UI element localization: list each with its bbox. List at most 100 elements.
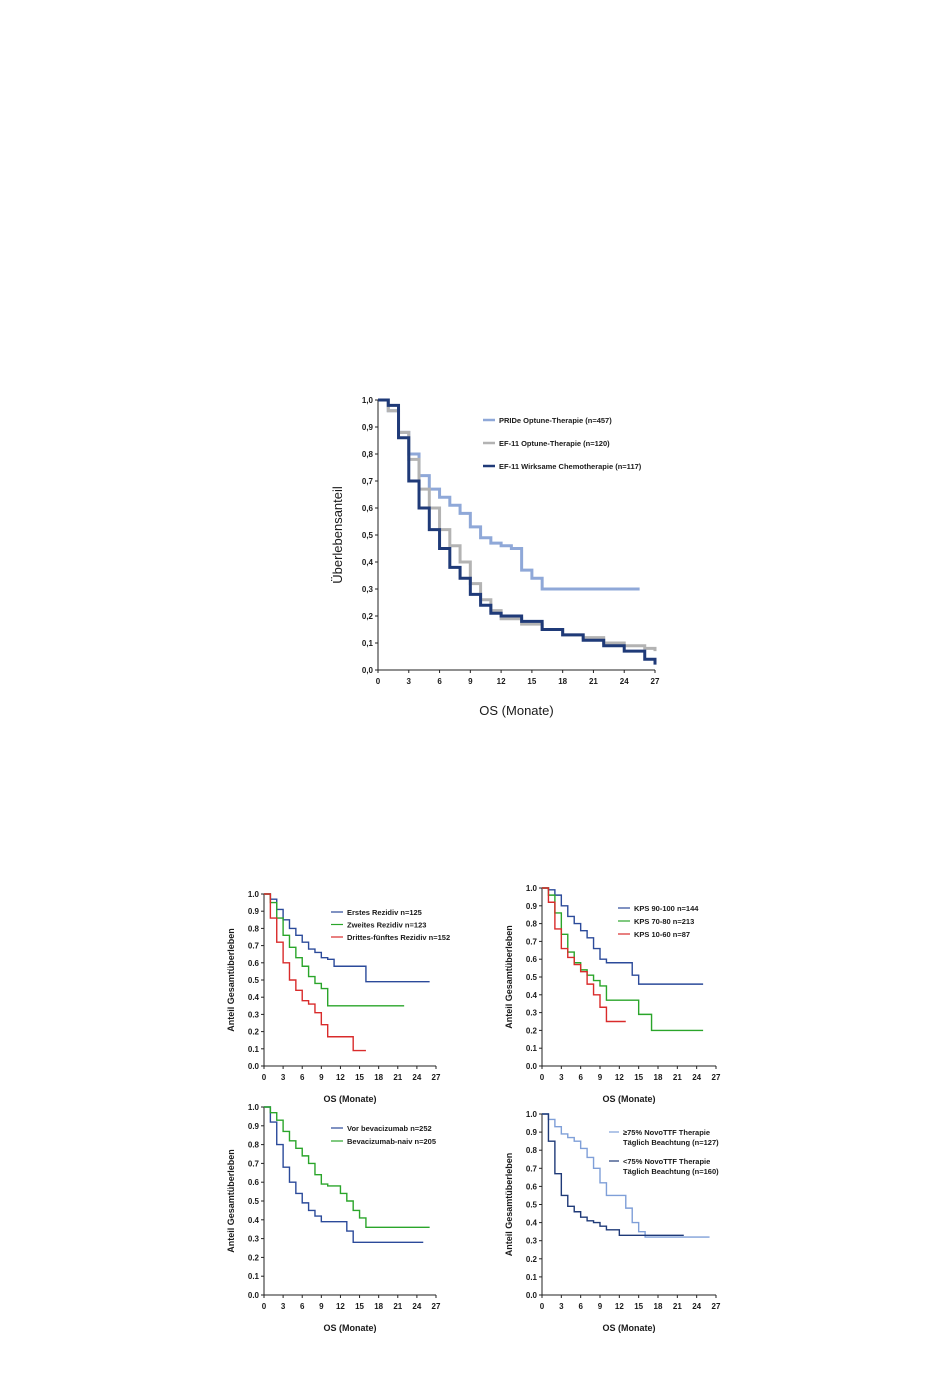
legend-label: KPS 70-80 n=213: [634, 917, 694, 926]
x-tick-label: 9: [468, 677, 473, 686]
y-tick-label: 0.6: [248, 959, 260, 968]
x-tick-label: 3: [281, 1302, 286, 1311]
x-tick-label: 24: [620, 677, 629, 686]
legend-label: Vor bevacizumab n=252: [347, 1124, 432, 1133]
x-tick-label: 15: [527, 677, 536, 686]
x-tick-label: 9: [598, 1302, 603, 1311]
y-tick-label: 0.7: [526, 937, 538, 946]
y-tick-label: 0.9: [248, 907, 260, 916]
x-tick-label: 21: [673, 1073, 682, 1082]
series-line-2: [264, 893, 405, 1007]
y-tick-label: 0.1: [526, 1044, 538, 1053]
series-line-1: [542, 887, 704, 985]
y-tick-label: 1.0: [248, 1103, 260, 1112]
y-axis-title: Anteil Gesamtüberleben: [226, 928, 236, 1032]
y-tick-label: 0,3: [362, 585, 374, 594]
x-tick-label: 24: [692, 1302, 701, 1311]
x-axis-title: OS (Monate): [603, 1323, 656, 1333]
y-tick-label: 0.6: [526, 1182, 538, 1191]
y-tick-label: 0.9: [248, 1122, 260, 1131]
y-axis-title: Anteil Gesamtüberleben: [504, 925, 514, 1029]
series-line-2: [378, 398, 657, 652]
y-tick-label: 0,2: [362, 612, 374, 621]
y-tick-label: 0.2: [526, 1026, 538, 1035]
x-tick-label: 15: [355, 1073, 364, 1082]
x-tick-label: 12: [615, 1302, 624, 1311]
y-tick-label: 0,9: [362, 423, 374, 432]
x-tick-label: 6: [578, 1302, 583, 1311]
y-tick-label: 0.6: [248, 1178, 260, 1187]
y-tick-label: 0.5: [526, 1201, 538, 1210]
x-tick-label: 9: [319, 1302, 324, 1311]
legend-label: ≥75% NovoTTF Therapie Täglich Beachtung (…: [623, 1128, 719, 1147]
x-tick-label: 3: [559, 1302, 564, 1311]
x-axis-title: OS (Monate): [603, 1094, 656, 1104]
y-tick-label: 0.3: [248, 1010, 260, 1019]
y-tick-label: 0,4: [362, 558, 374, 567]
series-line-3: [378, 398, 657, 665]
y-tick-label: 0.5: [248, 976, 260, 985]
x-tick-label: 0: [540, 1302, 545, 1311]
legend-label: PRIDe Optune-Therapie (n=457): [499, 416, 612, 425]
y-tick-label: 0.0: [526, 1291, 538, 1300]
legend-label: Erstes Rezidiv n=125: [347, 908, 422, 917]
y-tick-label: 0,7: [362, 477, 374, 486]
recurrence-survival-chart: 0.0 0.1 0.2 0.3 0.4 0.5 0.6 0.7 0.8 0.9 1.0 0 3 6 9 12 1…: [226, 890, 450, 1104]
x-tick-label: 18: [654, 1073, 663, 1082]
x-axis-title: OS (Monate): [324, 1094, 377, 1104]
x-tick-label: 27: [432, 1073, 441, 1082]
x-tick-label: 27: [651, 677, 660, 686]
y-tick-label: 0.1: [526, 1273, 538, 1282]
y-tick-label: 0,1: [362, 639, 374, 648]
x-tick-label: 0: [376, 677, 381, 686]
legend-label: Drittes-fünftes Rezidiv n=152: [347, 933, 450, 942]
y-tick-label: 0.3: [526, 1009, 538, 1018]
x-tick-label: 18: [654, 1302, 663, 1311]
y-tick-label: 1.0: [248, 890, 260, 899]
legend-label: EF-11 Optune-Therapie (n=120): [499, 439, 610, 448]
y-tick-label: 0.7: [526, 1164, 538, 1173]
y-tick-label: 0.0: [248, 1062, 260, 1071]
y-tick-label: 0.2: [526, 1255, 538, 1264]
series-line-2: [542, 1113, 684, 1236]
x-tick-label: 3: [281, 1073, 286, 1082]
x-tick-label: 0: [262, 1302, 267, 1311]
x-tick-label: 21: [673, 1302, 682, 1311]
x-tick-label: 24: [692, 1073, 701, 1082]
x-tick-label: 12: [497, 677, 506, 686]
y-axis-title: Überlebensanteil: [330, 486, 345, 584]
y-tick-label: 0,8: [362, 450, 374, 459]
legend-label: <75% NovoTTF Therapie Täglich Beachtung (…: [623, 1157, 719, 1176]
series-line-1: [378, 398, 640, 591]
x-tick-label: 27: [432, 1302, 441, 1311]
x-tick-label: 21: [393, 1302, 402, 1311]
series-line-2: [264, 1106, 430, 1229]
y-tick-label: 0.4: [526, 1219, 538, 1228]
y-tick-label: 1.0: [526, 884, 538, 893]
series-line-1: [264, 893, 430, 983]
y-tick-label: 0.1: [248, 1272, 260, 1281]
y-axis-title: Anteil Gesamtüberleben: [226, 1149, 236, 1253]
x-tick-label: 3: [559, 1073, 564, 1082]
x-tick-label: 21: [589, 677, 598, 686]
y-tick-label: 1.0: [526, 1110, 538, 1119]
y-tick-label: 0,6: [362, 504, 374, 513]
x-tick-label: 18: [374, 1073, 383, 1082]
legend-label: KPS 90-100 n=144: [634, 904, 699, 913]
x-tick-label: 18: [374, 1302, 383, 1311]
x-tick-label: 27: [712, 1073, 721, 1082]
y-tick-label: 0.8: [248, 924, 260, 933]
y-tick-label: 0.6: [526, 955, 538, 964]
series-line-1: [542, 1113, 710, 1238]
x-tick-label: 18: [558, 677, 567, 686]
y-tick-label: 0.4: [248, 993, 260, 1002]
y-tick-label: 0.8: [526, 920, 538, 929]
y-tick-label: 0.7: [248, 942, 260, 951]
y-tick-label: 0.7: [248, 1159, 260, 1168]
y-axis-title: Anteil Gesamtüberleben: [504, 1153, 514, 1257]
y-tick-label: 0.4: [248, 1216, 260, 1225]
legend-label: KPS 10-60 n=87: [634, 930, 690, 939]
y-tick-label: 0.1: [248, 1045, 260, 1054]
y-tick-label: 0.2: [248, 1028, 260, 1037]
x-tick-label: 0: [540, 1073, 545, 1082]
